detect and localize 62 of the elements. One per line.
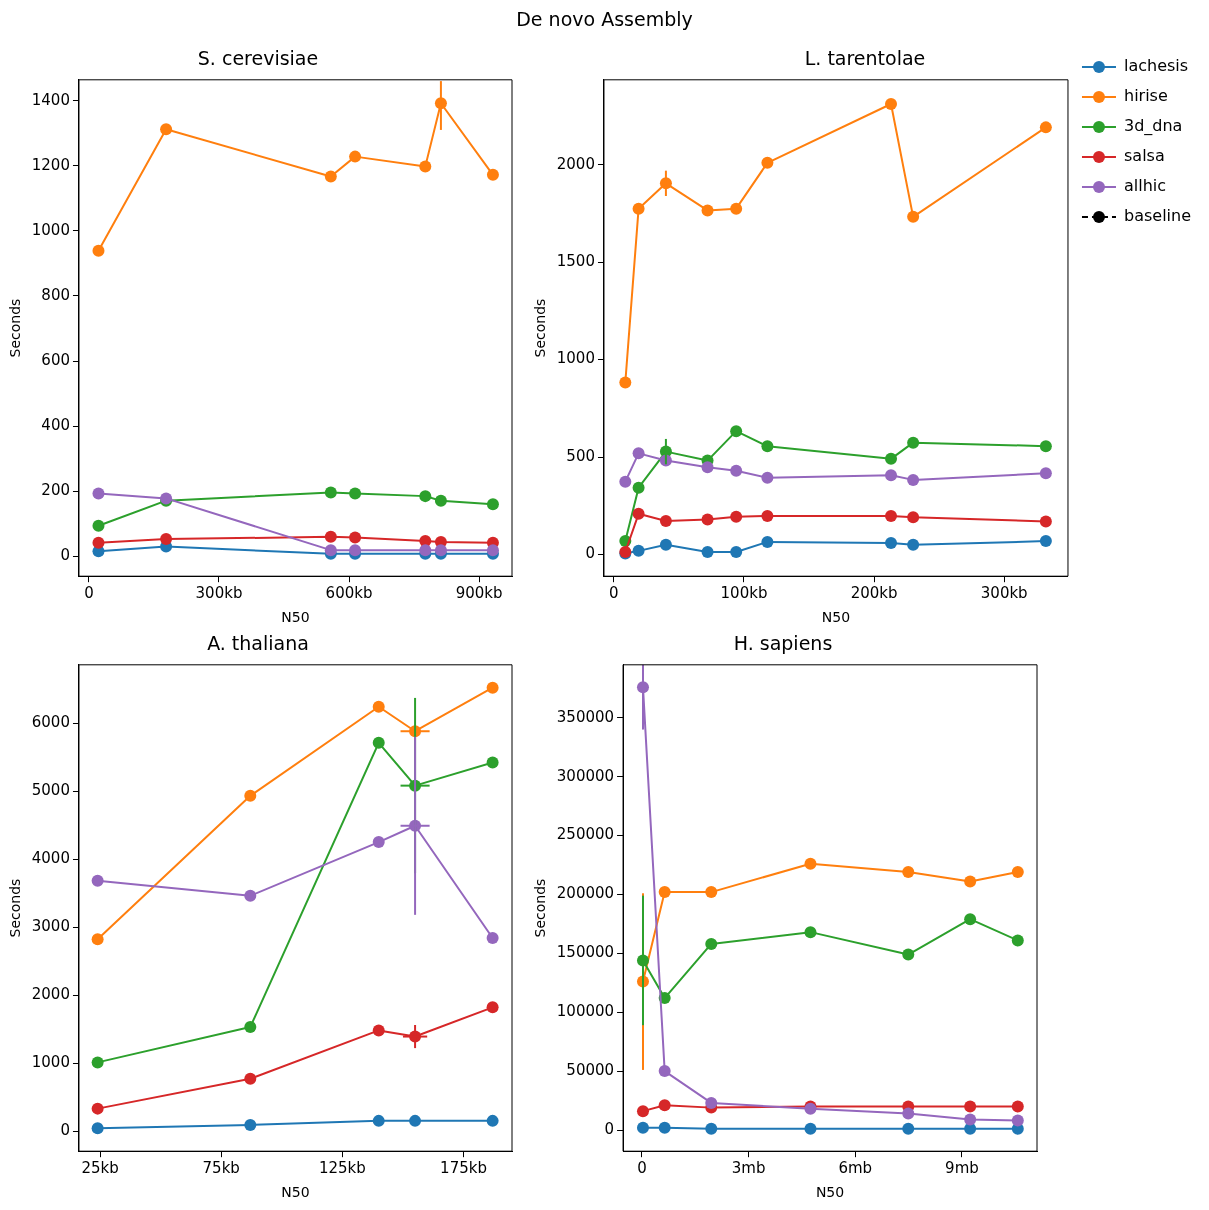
x-tick-label: 0 <box>84 584 94 603</box>
chart-title: H. sapiens <box>733 632 833 655</box>
y-tick-label: 200000 <box>556 884 615 903</box>
chart-title: L. tarentolae <box>804 47 926 70</box>
y-tick-label: 2000 <box>31 984 70 1003</box>
x-tick-label: 25kb <box>81 1159 119 1178</box>
x-tick-label: 75kb <box>202 1159 240 1178</box>
y-tick-label: 1200 <box>31 155 70 174</box>
legend-label: hirise <box>1123 86 1168 106</box>
chart-title: A. thaliana <box>207 632 309 655</box>
y-tick-label: 100000 <box>556 1002 615 1021</box>
y-tick-label: 300000 <box>556 766 615 785</box>
y-tick-label: 1000 <box>31 220 70 239</box>
y-tick-label: 4000 <box>31 848 70 867</box>
y-tick-label: 1000 <box>31 1052 70 1071</box>
legend-label: lachesis <box>1123 56 1189 76</box>
x-tick-label: 300kb <box>980 584 1028 603</box>
y-tick-label: 0 <box>604 1119 615 1138</box>
y-tick-label: 350000 <box>556 707 615 726</box>
y-tick-label: 6000 <box>31 712 70 731</box>
y-tick-label: 3000 <box>31 916 70 935</box>
y-tick-label: 200 <box>41 481 70 500</box>
y-axis-title: Seconds <box>7 878 24 938</box>
x-axis-title: N50 <box>815 1184 845 1201</box>
text: De novo Assembly <box>516 8 693 30</box>
y-tick-label: 500 <box>566 446 595 465</box>
x-tick-label: 3mb <box>731 1159 766 1178</box>
y-tick-label: 1400 <box>31 90 70 109</box>
y-axis-title: Seconds <box>532 298 549 358</box>
legend-label: salsa <box>1123 146 1165 166</box>
y-tick-label: 250000 <box>556 825 615 844</box>
y-tick-label: 1500 <box>556 251 595 270</box>
y-axis-title: Seconds <box>532 878 549 938</box>
x-tick-label: 6mb <box>838 1159 873 1178</box>
legend-label: baseline <box>1123 206 1191 226</box>
chart-title: S. cerevisiae <box>197 47 319 70</box>
y-tick-label: 400 <box>41 416 70 435</box>
y-tick-label: 0 <box>585 544 595 563</box>
y-tick-label: 2000 <box>556 154 595 173</box>
legend-label: allhic <box>1123 176 1167 196</box>
x-axis-title: N50 <box>821 609 851 626</box>
legend-label: 3d_dna <box>1123 116 1183 137</box>
y-tick-label: 0 <box>60 1120 70 1139</box>
x-tick-label: 0 <box>637 1159 647 1178</box>
x-tick-label: 100kb <box>720 584 768 603</box>
x-axis-title: N50 <box>281 609 310 626</box>
y-tick-label: 600 <box>41 350 70 369</box>
y-tick-label: 50000 <box>566 1061 615 1080</box>
x-tick-label: 300kb <box>195 584 243 603</box>
y-tick-label: 800 <box>41 285 70 304</box>
x-axis-title: N50 <box>281 1184 310 1201</box>
x-tick-label: 200kb <box>850 584 898 603</box>
x-tick-label: 900kb <box>455 584 503 603</box>
x-tick-label: 175kb <box>440 1159 487 1178</box>
y-axis-title: Seconds <box>7 298 24 358</box>
y-tick-label: 0 <box>60 546 70 565</box>
y-tick-label: 1000 <box>556 349 595 368</box>
y-tick-label: 5000 <box>31 780 70 799</box>
y-tick-label: 150000 <box>556 943 615 962</box>
x-tick-label: 9mb <box>945 1159 979 1178</box>
x-tick-label: 600kb <box>325 584 373 603</box>
x-tick-label: 125kb <box>318 1159 366 1178</box>
